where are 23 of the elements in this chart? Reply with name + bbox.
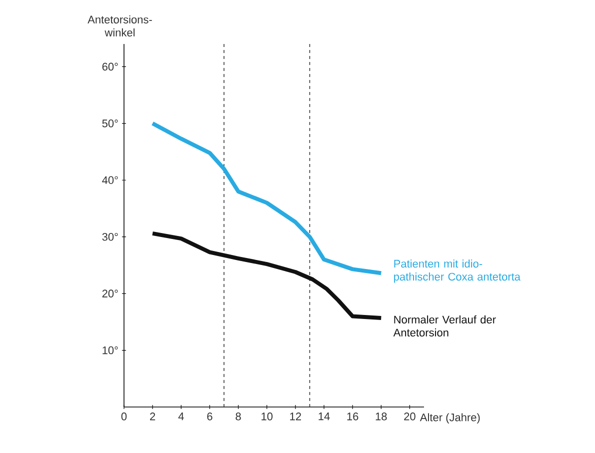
- x-tick-label: 12: [290, 412, 301, 420]
- line-series: [150, 231, 384, 320]
- x-tick-label: 2: [150, 412, 156, 420]
- x-axis-title: Alter (Jahre): [420, 413, 480, 424]
- x-tick-label: 6: [207, 412, 212, 420]
- x-tick-label: 14: [318, 412, 330, 420]
- series-label: Normaler Verlauf der Antetorsion: [393, 315, 496, 336]
- x-tick-label: 4: [178, 412, 184, 420]
- x-tick-label: 20: [404, 412, 416, 420]
- y-tick-label: 60°: [102, 62, 118, 71]
- x-tick-label: 8: [236, 412, 241, 420]
- line-series: [150, 121, 384, 276]
- y-tick-label: 20°: [102, 290, 118, 298]
- y-tick-label: 30°: [102, 232, 118, 241]
- x-tick-label: 16: [347, 412, 358, 420]
- y-tick-label: 50°: [102, 120, 118, 128]
- x-tick-label: 18: [376, 412, 387, 420]
- y-tick-label: 10°: [102, 346, 118, 354]
- y-tick-label: 40°: [102, 176, 118, 184]
- series-label: Patienten mit idio-pathischer Coxa antetorta: [394, 260, 521, 283]
- y-axis-title: Antetorsions-winkel: [88, 15, 152, 36]
- x-tick-label: 10: [262, 412, 273, 420]
- x-tick-label: 0: [121, 412, 127, 420]
